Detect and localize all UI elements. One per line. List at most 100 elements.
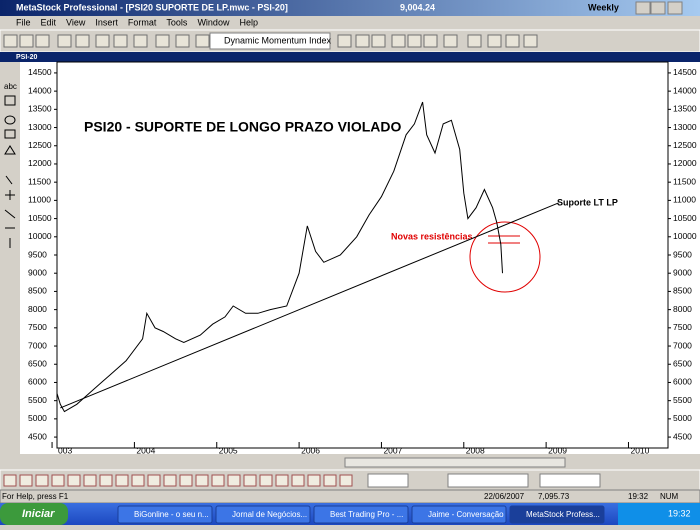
chart-window-title: PSI-20 — [16, 54, 38, 61]
tool-button[interactable] — [467, 34, 482, 48]
window-buttons[interactable] — [635, 1, 683, 15]
tool-button[interactable] — [371, 34, 386, 48]
tool-button[interactable] — [211, 474, 225, 487]
menu-item[interactable]: File — [16, 17, 31, 27]
task-label: Best Trading Pro - ... — [330, 510, 403, 519]
tool-button[interactable] — [115, 474, 129, 487]
tool-button[interactable] — [195, 474, 209, 487]
task-button[interactable] — [215, 505, 311, 524]
tool-button[interactable] — [19, 474, 33, 487]
tool-button[interactable] — [407, 34, 422, 48]
menu-item[interactable]: Format — [128, 17, 157, 27]
tool-button[interactable] — [163, 474, 177, 487]
menu-item[interactable]: View — [66, 17, 86, 27]
tool-button[interactable] — [155, 34, 170, 48]
x-tick-label: 2008 — [466, 445, 485, 455]
y-tick-label: 5500 — [28, 395, 47, 405]
tool-button[interactable] — [35, 34, 50, 48]
scroll-thumb[interactable] — [344, 457, 566, 468]
x-tick-label: 003 — [58, 445, 72, 455]
tool-button[interactable] — [3, 34, 18, 48]
tool-button[interactable] — [35, 474, 49, 487]
y-tick-label: 8000 — [28, 304, 47, 314]
tool-button[interactable] — [19, 34, 34, 48]
x-tick-label: 2007 — [383, 445, 402, 455]
tool-button[interactable] — [339, 474, 353, 487]
trend-line — [60, 202, 559, 409]
y2-tick-label: 10000 — [673, 231, 697, 241]
start-label: Iniciar — [22, 508, 55, 520]
tool-button[interactable] — [75, 34, 90, 48]
task-button[interactable] — [117, 505, 213, 524]
tool-button[interactable] — [51, 474, 65, 487]
tool-button[interactable] — [57, 34, 72, 48]
tool-button[interactable] — [275, 474, 289, 487]
tool-button[interactable] — [505, 34, 520, 48]
tool-button[interactable] — [443, 34, 458, 48]
y2-tick-label: 8000 — [673, 304, 692, 314]
menu-item[interactable]: Edit — [41, 17, 57, 27]
task-button[interactable] — [313, 505, 409, 524]
tool-button[interactable] — [227, 474, 241, 487]
x-tick-label: 2009 — [548, 445, 567, 455]
tool-button[interactable] — [259, 474, 273, 487]
line-width[interactable] — [539, 473, 601, 488]
y-tick-label: 5000 — [28, 413, 47, 423]
line-style[interactable] — [447, 473, 529, 488]
task-button[interactable] — [411, 505, 507, 524]
y-tick-label: 9500 — [28, 249, 47, 259]
y2-tick-label: 11500 — [673, 176, 696, 186]
y2-tick-label: 12000 — [673, 158, 697, 168]
price-line — [56, 101, 503, 413]
y-tick-label: 12000 — [28, 158, 52, 168]
start-button[interactable] — [0, 503, 68, 525]
tool-button[interactable] — [391, 34, 406, 48]
tool-button[interactable] — [95, 34, 110, 48]
y2-tick-label: 5500 — [673, 395, 692, 405]
tool-button[interactable] — [175, 34, 190, 48]
tool-button[interactable] — [83, 474, 97, 487]
toolbar-icons — [3, 34, 538, 48]
menu-item[interactable]: Insert — [95, 17, 118, 27]
menu-item[interactable]: Tools — [166, 17, 188, 27]
tool-button[interactable] — [131, 474, 145, 487]
menu-item[interactable]: Window — [197, 17, 230, 27]
tool-button[interactable] — [355, 34, 370, 48]
drawing-tools[interactable] — [4, 95, 16, 248]
tool-button[interactable] — [423, 34, 438, 48]
y2-tick-label: 14500 — [673, 67, 697, 77]
tool-button[interactable] — [523, 34, 538, 48]
task-button[interactable] — [509, 505, 605, 524]
x-tick-label: 2010 — [630, 445, 649, 455]
tool-button[interactable] — [195, 34, 210, 48]
y-tick-label: 14500 — [28, 67, 52, 77]
tool-button[interactable] — [291, 474, 305, 487]
y-tick-label: 12500 — [28, 140, 52, 150]
chart-window-bar — [0, 52, 700, 62]
y2-tick-label: 10500 — [673, 213, 697, 223]
tool-button[interactable] — [337, 34, 352, 48]
y2-tick-label: 11000 — [673, 195, 696, 205]
tool-button[interactable] — [147, 474, 161, 487]
menu-item[interactable]: Help — [239, 17, 258, 27]
color-picker[interactable] — [367, 473, 409, 488]
y-tick-label: 11500 — [28, 176, 51, 186]
indicator-box[interactable] — [209, 32, 331, 50]
tool-button[interactable] — [243, 474, 257, 487]
tool-button[interactable] — [3, 474, 17, 487]
tool-button[interactable] — [133, 34, 148, 48]
tool-button[interactable] — [487, 34, 502, 48]
tool-button[interactable] — [307, 474, 321, 487]
y2-tick-label: 14000 — [673, 85, 697, 95]
tool-button[interactable] — [323, 474, 337, 487]
tool-button[interactable] — [99, 474, 113, 487]
tool-button[interactable] — [179, 474, 193, 487]
y2-tick-label: 8500 — [673, 286, 692, 296]
y2-tick-label: 6500 — [673, 358, 692, 368]
tool-button[interactable] — [67, 474, 81, 487]
text-tool[interactable]: abc — [4, 82, 17, 91]
tool-button[interactable] — [113, 34, 128, 48]
bottom-icons — [3, 473, 601, 488]
y2-tick-label: 7500 — [673, 322, 692, 332]
